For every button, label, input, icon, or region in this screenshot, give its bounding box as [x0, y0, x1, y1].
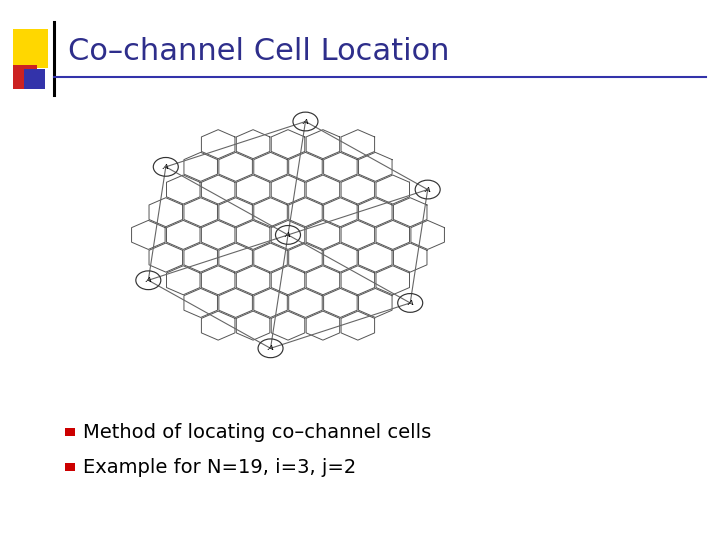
Text: Example for N=19, i=3, j=2: Example for N=19, i=3, j=2: [83, 457, 356, 477]
FancyBboxPatch shape: [65, 463, 75, 471]
FancyBboxPatch shape: [13, 29, 48, 68]
Text: A: A: [285, 231, 291, 239]
Text: A: A: [145, 276, 151, 284]
Text: A: A: [302, 118, 308, 125]
Text: A: A: [268, 345, 274, 352]
Text: A: A: [163, 163, 168, 171]
Text: A: A: [425, 186, 431, 193]
Text: Co–channel Cell Location: Co–channel Cell Location: [68, 37, 450, 66]
FancyBboxPatch shape: [13, 65, 37, 89]
FancyBboxPatch shape: [65, 428, 75, 436]
Text: Method of locating co–channel cells: Method of locating co–channel cells: [83, 422, 431, 442]
Text: A: A: [408, 299, 413, 307]
FancyBboxPatch shape: [24, 69, 45, 89]
